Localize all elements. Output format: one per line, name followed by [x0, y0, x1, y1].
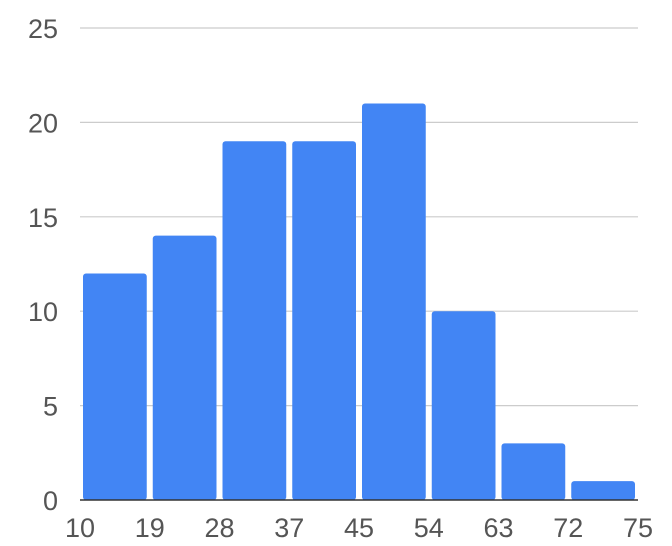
bar-28-37 — [222, 141, 287, 500]
y-tick-label-10: 10 — [28, 297, 58, 327]
x-tick-label-72: 72 — [553, 513, 583, 543]
x-tick-label-45: 45 — [344, 513, 374, 543]
x-tick-label-37: 37 — [274, 513, 304, 543]
x-tick-label-19: 19 — [135, 513, 165, 543]
bar-54-63 — [431, 311, 496, 500]
x-tick-label-54: 54 — [414, 513, 444, 543]
bar-19-28 — [152, 235, 217, 500]
tick-labels: 0 5 10 15 20 25 10 19 28 37 45 54 63 72 75 — [28, 14, 653, 543]
x-tick-label-28: 28 — [204, 513, 234, 543]
bar-72-75 — [571, 481, 635, 500]
x-tick-label-10: 10 — [65, 513, 95, 543]
y-tick-label-15: 15 — [28, 203, 58, 233]
x-tick-label-63: 63 — [483, 513, 513, 543]
y-tick-label-20: 20 — [28, 108, 58, 138]
x-tick-label-75: 75 — [623, 513, 653, 543]
bars — [83, 103, 635, 501]
y-tick-label-0: 0 — [43, 486, 58, 516]
bar-45-54 — [362, 103, 426, 501]
y-tick-label-25: 25 — [28, 14, 58, 44]
bar-10-19 — [83, 273, 147, 500]
bar-37-45 — [292, 141, 356, 500]
bar-63-72 — [501, 443, 566, 500]
y-tick-label-5: 5 — [43, 392, 58, 422]
